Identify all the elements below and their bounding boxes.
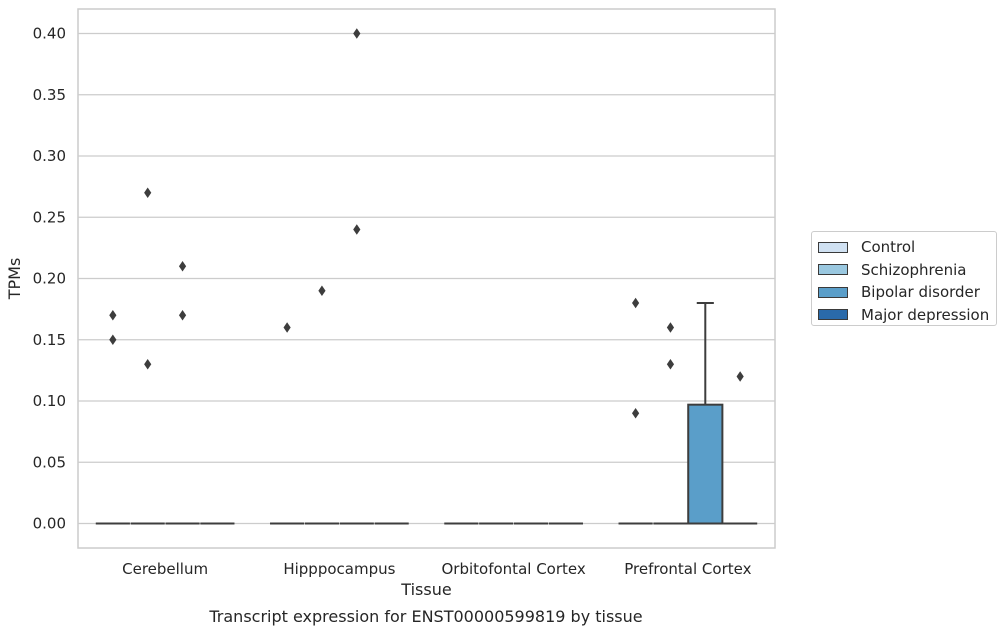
x-tick-label: Prefrontal Cortex <box>624 560 751 578</box>
legend-swatch <box>818 309 848 321</box>
legend-swatch <box>818 264 848 276</box>
y-tick-label: 0.30 <box>33 147 66 165</box>
y-tick-label: 0.40 <box>33 25 66 43</box>
legend-swatch <box>818 241 848 253</box>
x-tick-label: Orbitofontal Cortex <box>442 560 586 578</box>
y-tick-label: 0.10 <box>33 392 66 410</box>
outlier-point <box>666 322 675 333</box>
outlier-point <box>632 408 640 419</box>
boxplots <box>95 302 758 525</box>
y-tick-label: 0.00 <box>33 515 66 533</box>
gridlines <box>78 32 775 525</box>
legend-label: Bipolar disorder <box>861 283 980 302</box>
y-tick-label: 0.20 <box>33 270 66 288</box>
outlier-point <box>144 359 152 370</box>
outlier-point <box>178 261 187 272</box>
x-axis-label: Tissue <box>400 580 451 599</box>
y-axis-ticks: 0.00 0.05 0.10 0.15 0.20 0.25 0.30 0.35 0.40 <box>33 25 66 533</box>
legend-label: Major depression <box>861 305 990 324</box>
outlier-point <box>632 297 640 309</box>
x-tick-label: Hipppocampus <box>283 560 395 578</box>
outlier-point <box>109 310 117 321</box>
box <box>687 403 724 525</box>
legend-item: Control <box>818 236 996 259</box>
outlier-point <box>353 28 361 39</box>
y-axis-label: TPMs <box>5 258 24 301</box>
y-tick-label: 0.15 <box>33 331 66 349</box>
chart-title: Transcript expression for ENST0000059981… <box>208 607 642 626</box>
outlier-point <box>736 371 744 382</box>
legend-item: Schizophrenia <box>818 259 996 282</box>
outlier-point <box>109 334 117 345</box>
x-axis-ticks: Cerebellum Hipppocampus Orbitofontal Corte… <box>122 560 751 578</box>
legend-item: Major depression <box>818 304 996 327</box>
outlier-point <box>318 285 326 296</box>
y-tick-label: 0.05 <box>33 453 66 471</box>
legend: Control Schizophrenia Bipolar disorder Majo… <box>811 231 997 326</box>
outlier-point <box>353 224 361 235</box>
plot-frame <box>77 8 776 549</box>
legend-label: Schizophrenia <box>861 260 967 279</box>
y-tick-label: 0.25 <box>33 208 66 226</box>
x-tick-label: Cerebellum <box>122 560 208 578</box>
legend-swatch <box>818 286 848 298</box>
outlier-points <box>109 28 744 419</box>
outlier-point <box>178 310 187 321</box>
legend-label: Control <box>861 238 916 257</box>
box-bipolar-disorder <box>687 302 724 525</box>
y-tick-label: 0.35 <box>33 86 66 104</box>
outlier-point <box>666 359 675 370</box>
outlier-point <box>283 322 291 333</box>
legend-item: Bipolar disorder <box>818 281 996 304</box>
outlier-point <box>144 187 152 198</box>
